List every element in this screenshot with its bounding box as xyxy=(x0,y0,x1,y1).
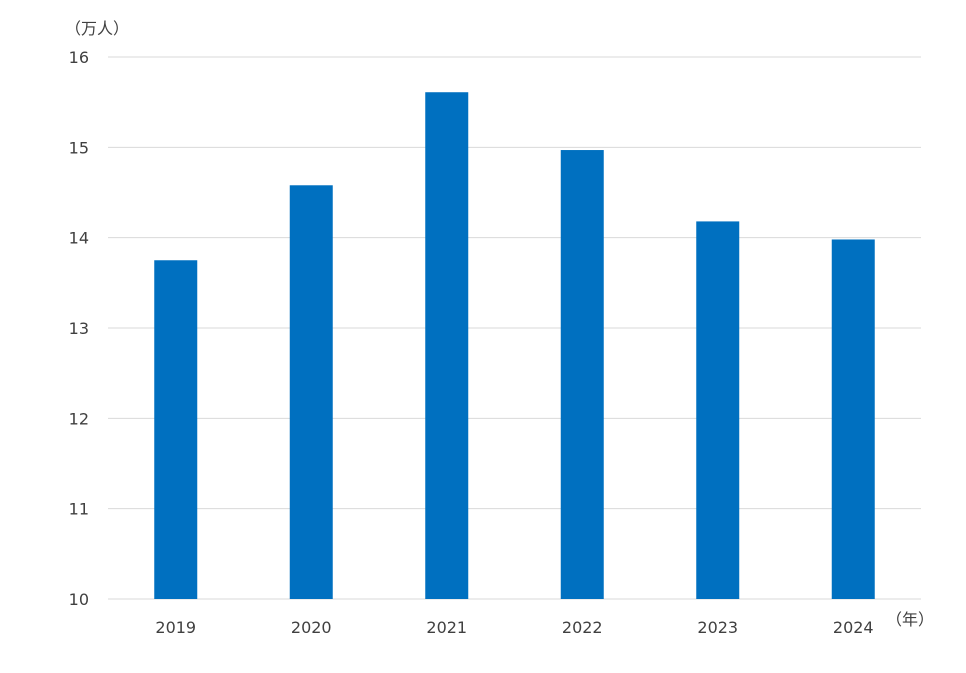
gridlines xyxy=(108,56,921,600)
bar-2023 xyxy=(696,221,740,599)
x-tick-label: 2024 xyxy=(833,618,874,637)
bar-2019 xyxy=(154,260,198,599)
y-tick-labels: 10 11 12 13 14 15 16 xyxy=(69,48,89,609)
x-tick-label: 2021 xyxy=(426,618,467,637)
y-tick-label: 11 xyxy=(69,500,89,519)
bar-2024 xyxy=(831,239,875,599)
x-tick-labels: 2019 2020 2021 2022 2023 2024 xyxy=(155,618,873,637)
x-tick-label: 2023 xyxy=(697,618,738,637)
x-tick-label: 2019 xyxy=(155,618,196,637)
y-tick-label: 13 xyxy=(69,319,89,338)
y-tick-label: 10 xyxy=(69,590,89,609)
y-tick-label: 16 xyxy=(69,48,89,67)
y-tick-label: 14 xyxy=(69,229,89,248)
bar-2021 xyxy=(425,92,469,599)
x-tick-label: 2020 xyxy=(291,618,332,637)
x-tick-label: 2022 xyxy=(562,618,603,637)
x-axis-unit-label: （年） xyxy=(886,610,934,629)
bars xyxy=(154,92,875,600)
bar-2022 xyxy=(560,150,604,599)
y-tick-label: 12 xyxy=(69,409,89,428)
bar-2020 xyxy=(289,185,333,600)
y-tick-label: 15 xyxy=(69,138,89,157)
y-axis-unit-label: （万人） xyxy=(65,19,129,38)
